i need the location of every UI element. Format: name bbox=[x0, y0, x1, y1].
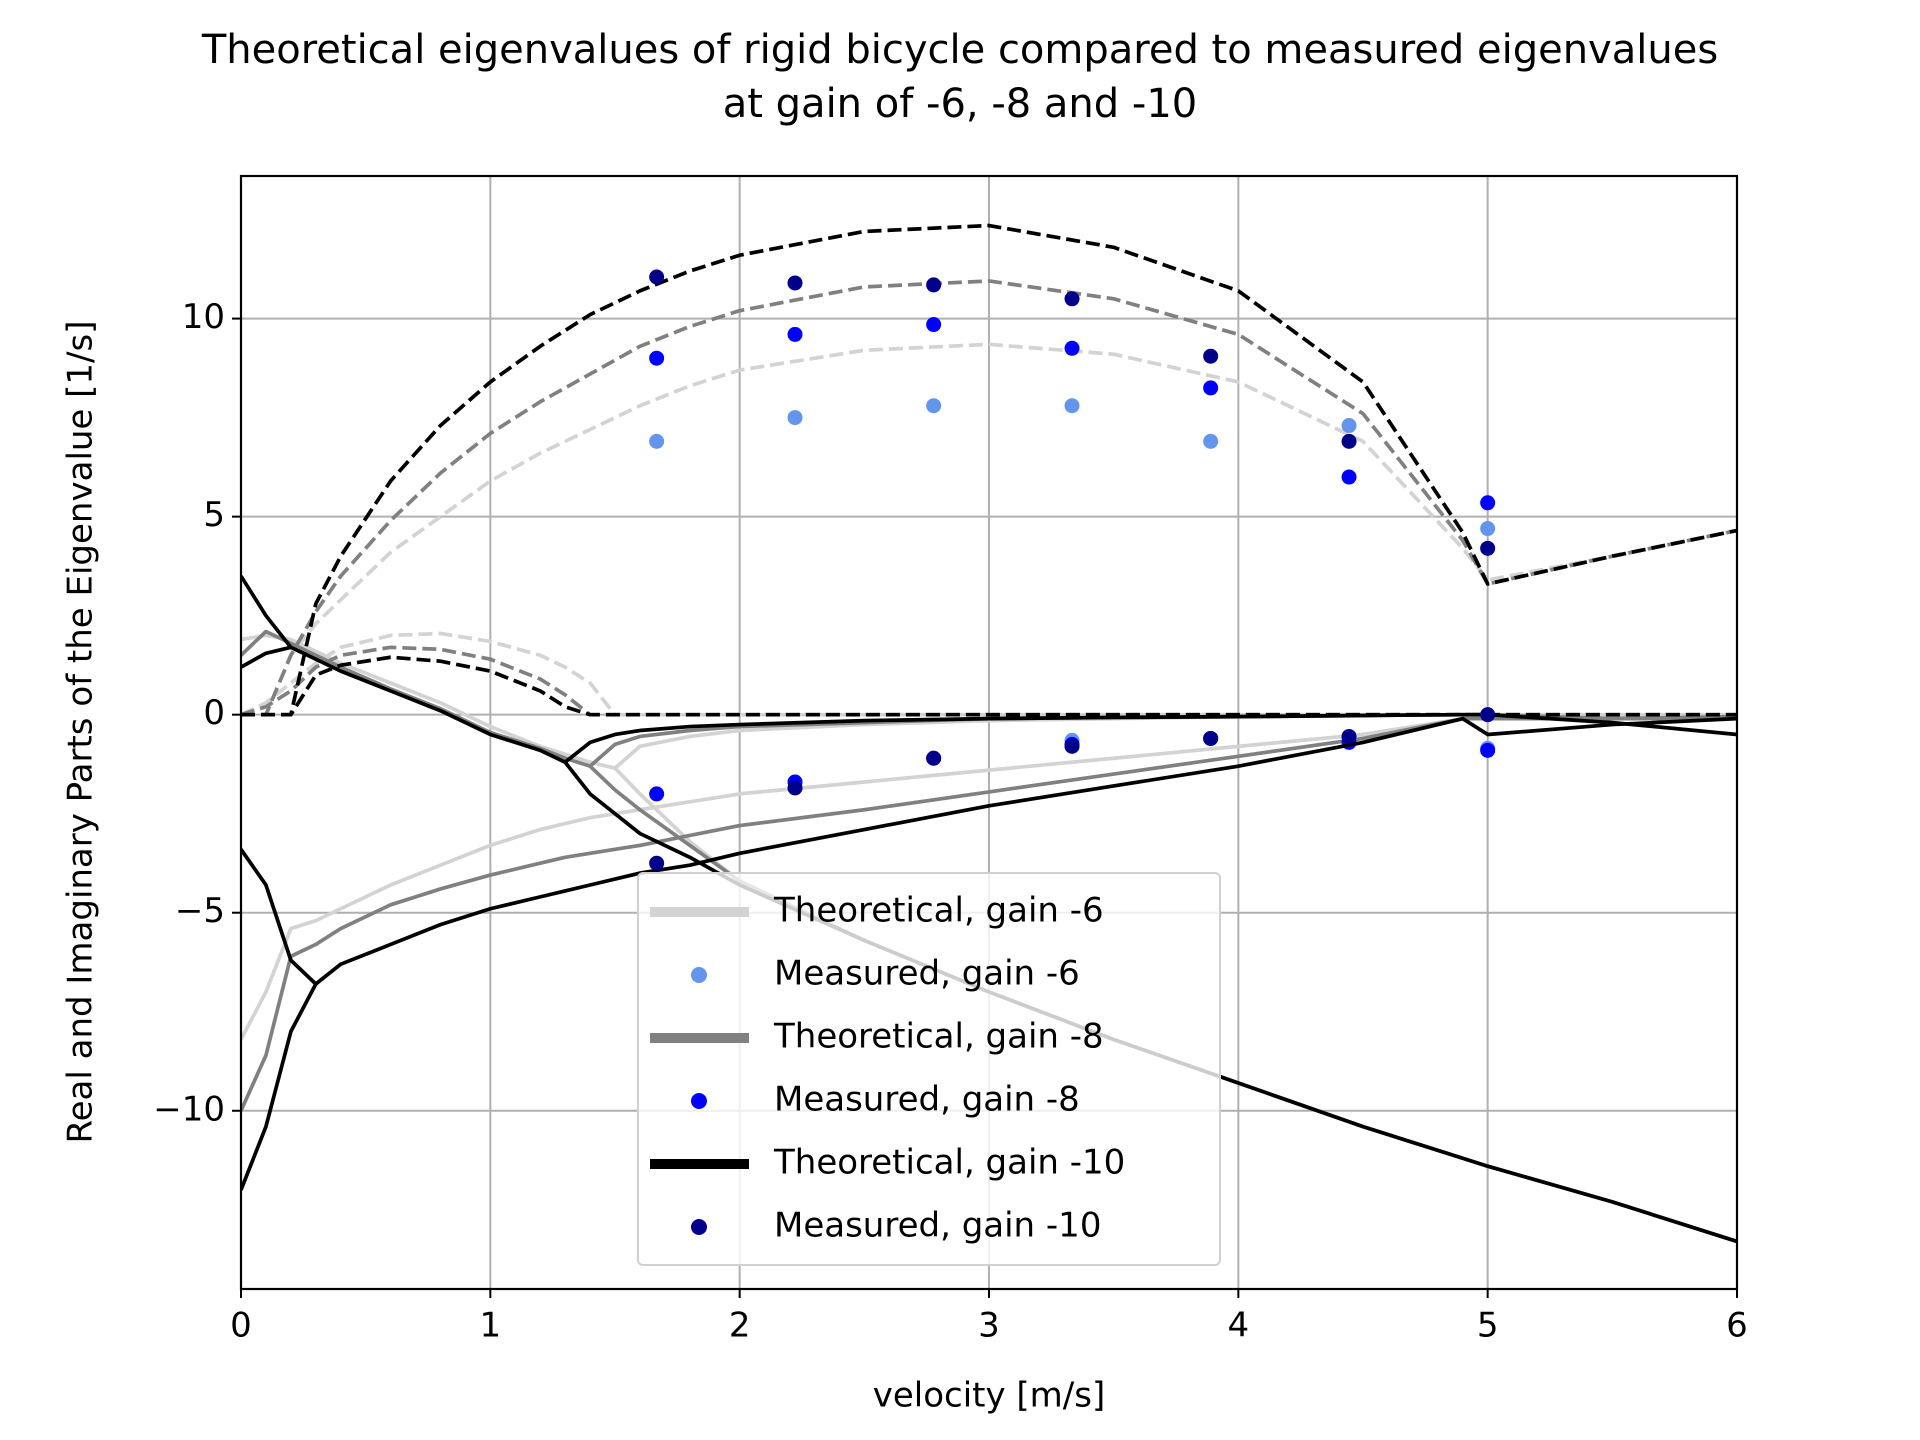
x-tick-label: 6 bbox=[1726, 1306, 1748, 1346]
point bbox=[649, 855, 665, 871]
line bbox=[241, 714, 1737, 1112]
legend-label: Measured, gain -10 bbox=[774, 1206, 1101, 1246]
point bbox=[1341, 433, 1357, 449]
legend-box bbox=[637, 872, 1221, 1266]
point bbox=[787, 780, 803, 796]
point bbox=[787, 326, 803, 342]
legend-label: Measured, gain -6 bbox=[774, 954, 1080, 994]
x-tick-label: 4 bbox=[1228, 1306, 1250, 1346]
y-tick-label: 10 bbox=[182, 297, 225, 337]
plot-frame bbox=[239, 174, 1739, 1291]
legend: Theoretical, gain -6 Measured, gain -6 The… bbox=[637, 872, 1221, 1266]
point bbox=[1203, 380, 1219, 396]
dashed-line bbox=[241, 655, 1737, 717]
point bbox=[926, 750, 942, 766]
legend-label: Theoretical, gain -8 bbox=[773, 1017, 1104, 1057]
point bbox=[1064, 738, 1080, 754]
point bbox=[926, 277, 942, 293]
point bbox=[1341, 418, 1357, 434]
legend-label: Measured, gain -8 bbox=[774, 1080, 1080, 1120]
dashed-line bbox=[241, 223, 1737, 717]
legend-label: Theoretical, gain -6 bbox=[773, 891, 1104, 931]
point bbox=[649, 433, 665, 449]
point bbox=[1203, 730, 1219, 746]
y-tick-label: 0 bbox=[203, 693, 225, 733]
legend-swatch bbox=[691, 967, 707, 983]
line bbox=[241, 712, 1737, 1041]
point bbox=[1064, 398, 1080, 414]
x-tick-label: 5 bbox=[1477, 1306, 1499, 1346]
chart-title: Theoretical eigenvalues of rigid bicycle… bbox=[201, 27, 1718, 73]
legend-label: Theoretical, gain -10 bbox=[773, 1143, 1125, 1183]
point bbox=[649, 786, 665, 802]
legend-swatch bbox=[691, 1093, 707, 1109]
point bbox=[926, 317, 942, 333]
x-tick-label: 1 bbox=[480, 1306, 502, 1346]
dashed-line bbox=[241, 279, 1737, 717]
point bbox=[1341, 469, 1357, 485]
point bbox=[926, 398, 942, 414]
point bbox=[1203, 348, 1219, 364]
x-tick-label: 3 bbox=[978, 1306, 1000, 1346]
y-axis-label: Real and Imaginary Parts of the Eigenval… bbox=[61, 321, 101, 1144]
point bbox=[1480, 540, 1496, 556]
point bbox=[649, 269, 665, 285]
point bbox=[787, 410, 803, 426]
chart-title: at gain of -6, -8 and -10 bbox=[723, 81, 1197, 127]
x-tick-label: 2 bbox=[729, 1306, 751, 1346]
point bbox=[1480, 495, 1496, 511]
line bbox=[241, 575, 1737, 1244]
point bbox=[1480, 742, 1496, 758]
y-tick-label: 5 bbox=[203, 495, 225, 535]
point bbox=[787, 275, 803, 291]
point bbox=[1341, 728, 1357, 744]
point bbox=[649, 350, 665, 366]
point bbox=[1064, 340, 1080, 356]
y-tick-label: −10 bbox=[153, 1089, 225, 1129]
line bbox=[241, 645, 292, 669]
point bbox=[1480, 707, 1496, 723]
x-axis-label: velocity [m/s] bbox=[873, 1376, 1106, 1416]
y-tick-label: −5 bbox=[175, 891, 225, 931]
plot-area bbox=[241, 223, 1737, 1244]
dashed-line bbox=[241, 342, 1737, 717]
legend-swatch bbox=[691, 1219, 707, 1235]
point bbox=[1480, 521, 1496, 537]
line bbox=[241, 983, 318, 1191]
line bbox=[241, 716, 1737, 986]
point bbox=[1203, 433, 1219, 449]
point bbox=[1064, 291, 1080, 307]
x-tick-label: 0 bbox=[230, 1306, 252, 1346]
